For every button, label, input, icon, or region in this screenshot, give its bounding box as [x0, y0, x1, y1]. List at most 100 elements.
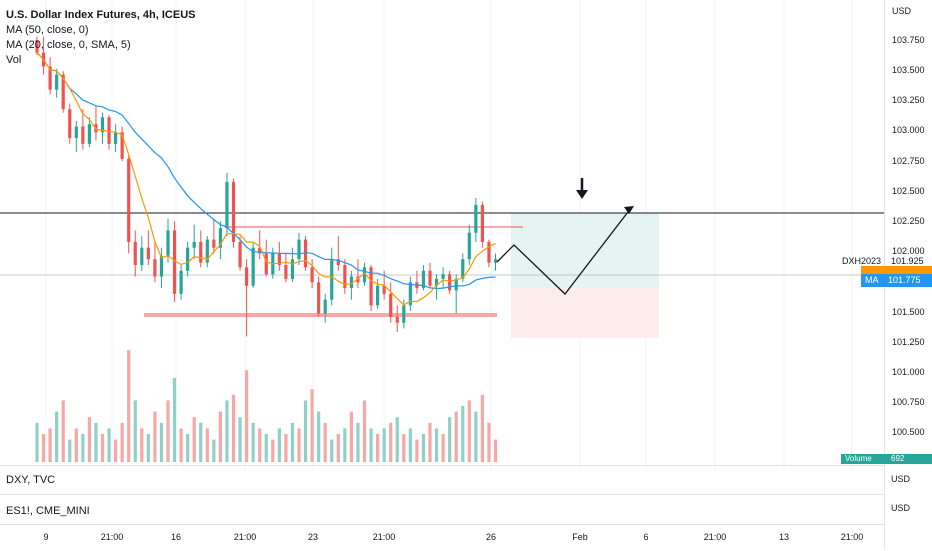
pane-es1[interactable]: ES1!, CME_MINI	[0, 494, 884, 525]
volume-bar	[245, 370, 249, 462]
candle	[264, 239, 268, 277]
candle	[120, 126, 124, 162]
volume-bar	[428, 422, 432, 462]
time-tick: 16	[170, 532, 181, 542]
time-tick: 23	[307, 532, 318, 542]
price-axis[interactable]: USD 103.750 103.500 103.250 103.000 102.750 1…	[841, 0, 932, 550]
time-tick: 21:00	[703, 532, 727, 542]
volume-bar	[41, 434, 46, 462]
candle	[231, 178, 236, 248]
time-axis[interactable]: 9 21:00 16 21:00 23 21:00 26 Feb 6 21:00 13 21:00	[0, 524, 884, 551]
candle	[251, 241, 255, 289]
candle	[205, 236, 209, 268]
candle	[159, 247, 164, 289]
volume-legend[interactable]: Vol	[6, 54, 22, 66]
candle	[487, 239, 491, 268]
volume-bar	[408, 428, 412, 462]
volume-bar	[74, 428, 78, 462]
volume-bar	[166, 400, 170, 462]
candle	[480, 201, 484, 248]
volume-bar	[448, 417, 452, 462]
time-tick: 21:00	[100, 532, 124, 542]
ma50-legend[interactable]: MA (50, close, 0)	[6, 24, 89, 36]
symbol-title[interactable]: U.S. Dollar Index Futures, 4h, ICEUS	[6, 9, 196, 21]
volume-tag: Volume	[845, 454, 872, 463]
price-chart[interactable]	[0, 0, 884, 470]
ma20-legend[interactable]: MA (20, close, 0, SMA, 5)	[6, 39, 131, 51]
volume-bar	[153, 411, 157, 462]
candle	[277, 241, 281, 271]
price-tick: 101.250	[892, 337, 925, 347]
volume-bar	[100, 434, 105, 462]
volume-bar	[192, 417, 196, 462]
candle	[212, 218, 216, 254]
pane-es1-unit: USD	[891, 503, 911, 513]
candle	[153, 241, 157, 283]
volume-bar	[343, 428, 347, 462]
candle	[323, 293, 327, 323]
volume-bar	[133, 400, 137, 462]
candle	[317, 276, 321, 317]
candle	[408, 276, 412, 312]
price-tick: 102.000	[892, 246, 925, 256]
price-tick: 103.250	[892, 95, 925, 105]
volume-bar	[146, 434, 150, 462]
candle	[349, 270, 353, 300]
volume-label: Volume 692	[841, 454, 932, 464]
candle	[474, 198, 478, 242]
volume-bar	[114, 439, 118, 462]
volume-bar	[487, 422, 491, 462]
candle	[389, 282, 393, 323]
price-tick: 101.000	[892, 367, 925, 377]
target-zone	[511, 213, 659, 288]
ma20-line	[36, 52, 496, 306]
volume-bar	[107, 428, 111, 462]
pane-dxy[interactable]: DXY, TVC	[0, 465, 884, 494]
volume-bar	[349, 411, 353, 462]
volume-bars	[35, 350, 498, 462]
pane-dxy-unit: USD	[891, 474, 911, 484]
candle	[290, 247, 295, 283]
volume-bar	[310, 389, 314, 462]
volume-bar	[212, 439, 216, 462]
volume-bar	[271, 439, 275, 462]
candle	[310, 259, 314, 289]
volume-bar	[127, 350, 131, 462]
candle	[258, 230, 262, 260]
ma-label: MA 101.775	[861, 274, 932, 287]
candle	[87, 117, 91, 148]
volume-bar	[231, 394, 236, 462]
volume-bar	[258, 428, 262, 462]
volume-bar	[251, 422, 255, 462]
price-tick: 103.000	[892, 125, 925, 135]
candle	[114, 124, 118, 152]
candle	[369, 265, 373, 312]
volume-bar	[205, 428, 209, 462]
candle	[395, 305, 399, 332]
volume-bar	[336, 434, 340, 462]
candle	[100, 112, 105, 144]
volume-value: 692	[891, 454, 905, 463]
candle	[336, 236, 340, 271]
time-tick: 9	[43, 532, 49, 542]
price-tick: 103.500	[892, 65, 925, 75]
volume-bar	[434, 428, 439, 462]
price-axis-unit: USD	[892, 6, 912, 16]
volume-bar	[369, 428, 373, 462]
volume-bar	[159, 422, 164, 462]
volume-bar	[179, 428, 183, 462]
candle	[238, 236, 242, 271]
candle	[146, 230, 150, 265]
candle	[55, 68, 59, 98]
down-arrow-icon	[576, 178, 588, 199]
candle	[467, 224, 471, 265]
volume-bar	[94, 422, 98, 462]
volume-bar	[415, 439, 419, 462]
volume-bar	[382, 428, 386, 462]
candle	[218, 221, 222, 260]
volume-bar	[454, 411, 458, 462]
time-tick: 6	[643, 532, 649, 542]
volume-bar	[480, 394, 484, 462]
volume-bar	[303, 400, 308, 462]
volume-bar	[290, 422, 295, 462]
